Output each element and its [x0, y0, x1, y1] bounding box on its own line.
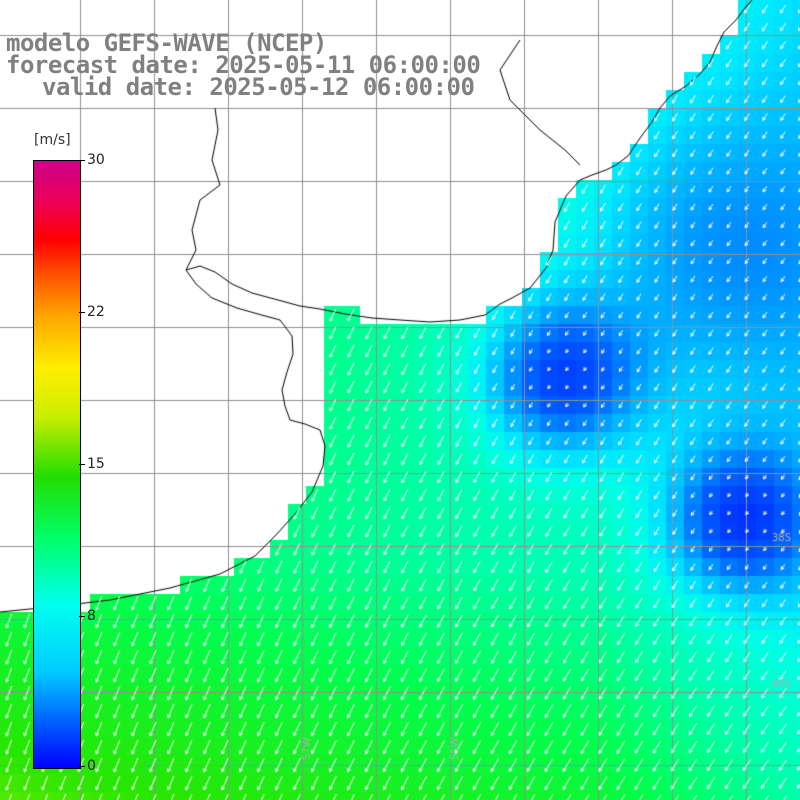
colorbar-unit: [m/s] [34, 132, 71, 148]
colorbar-tick-label: 15 [87, 456, 105, 472]
colorbar-tickmark [79, 160, 85, 161]
colorbar-tick-label: 22 [87, 304, 105, 320]
colorbar-tickmark [79, 616, 85, 617]
colorbar-tick-label: 8 [87, 608, 96, 624]
model-title: modelo GEFS-WAVE (NCEP) [6, 29, 327, 57]
colorbar [33, 160, 81, 769]
colorbar-tickmark [79, 312, 85, 313]
valid-date: valid date: 2025-05-12 06:00:00 [42, 73, 475, 101]
colorbar-tickmark [79, 766, 85, 767]
colorbar-tickmark [79, 464, 85, 465]
colorbar-tick-label: 0 [87, 758, 96, 774]
forecast-date: forecast date: 2025-05-11 06:00:00 [6, 51, 481, 79]
colorbar-tick-label: 30 [87, 152, 105, 168]
